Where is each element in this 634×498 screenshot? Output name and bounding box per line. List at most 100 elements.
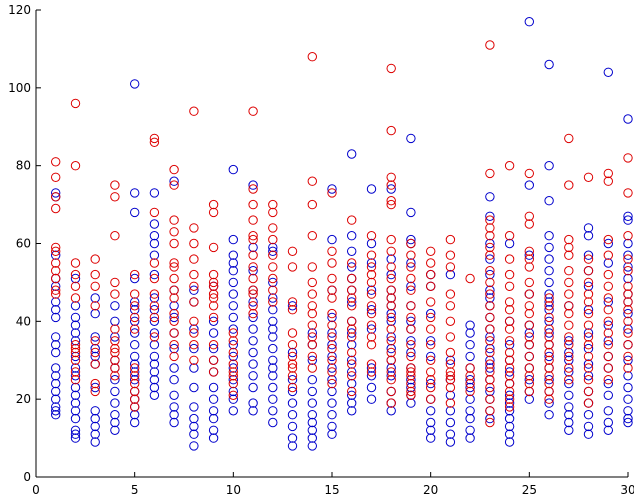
data-point [248, 382, 258, 393]
data-point [208, 289, 219, 299]
data-point [465, 371, 475, 381]
data-point [208, 312, 219, 323]
data-point [70, 273, 81, 284]
data-point [110, 371, 120, 381]
data-point [564, 425, 574, 435]
data-point [623, 413, 633, 424]
data-point [307, 441, 317, 451]
data-point [130, 188, 140, 198]
data-point [524, 219, 534, 229]
data-point [386, 363, 396, 373]
data-point [386, 386, 396, 397]
data-point [307, 340, 317, 350]
data-point [149, 359, 160, 369]
data-point [130, 394, 140, 404]
data-point [169, 363, 179, 373]
data-point [347, 332, 357, 342]
data-point [130, 386, 140, 397]
data-point [110, 316, 120, 326]
data-point [248, 199, 258, 210]
data-point [524, 301, 534, 311]
data-point [130, 375, 140, 385]
data-point [347, 340, 357, 350]
data-point [445, 332, 456, 342]
data-point [90, 343, 100, 354]
data-point [583, 289, 594, 299]
data-point [307, 199, 317, 210]
data-point [90, 421, 100, 432]
data-point [386, 273, 396, 284]
data-point [603, 316, 613, 326]
data-point [347, 367, 357, 377]
data-point [366, 332, 377, 342]
data-point [465, 425, 475, 435]
data-point [228, 340, 239, 350]
data-point [189, 281, 199, 291]
data-point [386, 375, 396, 385]
data-point [544, 394, 554, 404]
data-point [524, 340, 534, 350]
data-point [465, 382, 475, 393]
data-point [366, 231, 377, 241]
data-point [347, 273, 357, 284]
data-point [485, 231, 495, 241]
data-point [603, 293, 613, 303]
data-point [347, 231, 357, 241]
data-point [366, 262, 377, 272]
data-point [445, 355, 456, 365]
ticks: 0 5 10 15 20 25 30 0 20 40 60 80 100 120 [8, 3, 634, 497]
data-point [287, 371, 298, 381]
data-point [485, 285, 495, 295]
data-point [70, 382, 81, 393]
data-point [386, 367, 396, 377]
data-point [70, 363, 81, 373]
data-point [544, 332, 554, 342]
data-point [228, 347, 239, 358]
data-point [169, 301, 179, 311]
data-point [544, 378, 554, 389]
data-point [149, 207, 160, 218]
data-point [406, 273, 416, 284]
data-point [70, 355, 81, 365]
data-point [485, 386, 495, 397]
data-point [426, 258, 436, 268]
data-point [623, 324, 633, 334]
data-point [228, 386, 239, 397]
data-point [347, 285, 357, 295]
data-point [307, 301, 317, 311]
data-point [544, 324, 554, 334]
data-point [70, 371, 81, 381]
data-point [485, 332, 495, 342]
data-point [544, 375, 554, 385]
data-point [583, 308, 594, 319]
data-point [90, 336, 100, 346]
data-point [623, 316, 633, 326]
data-point [149, 340, 160, 350]
data-point [504, 367, 515, 377]
x-tick-label: 15 [324, 483, 339, 497]
data-point [426, 269, 436, 280]
data-point [51, 312, 61, 323]
data-point [465, 340, 475, 350]
data-point [445, 429, 456, 439]
data-point [347, 328, 357, 338]
data-point [307, 277, 317, 288]
data-point [386, 234, 396, 245]
data-point [90, 293, 100, 303]
data-point [268, 305, 278, 315]
data-point [504, 281, 515, 291]
data-point [623, 371, 633, 381]
data-point [208, 406, 219, 416]
data-point [583, 254, 594, 264]
data-point [445, 234, 456, 245]
data-point [169, 258, 179, 268]
data-point [465, 386, 475, 397]
data-point [287, 421, 298, 432]
data-point [366, 308, 377, 319]
data-point [51, 305, 61, 315]
data-point [524, 320, 534, 330]
data-point [70, 429, 81, 439]
data-point [189, 328, 199, 338]
data-point [347, 355, 357, 365]
